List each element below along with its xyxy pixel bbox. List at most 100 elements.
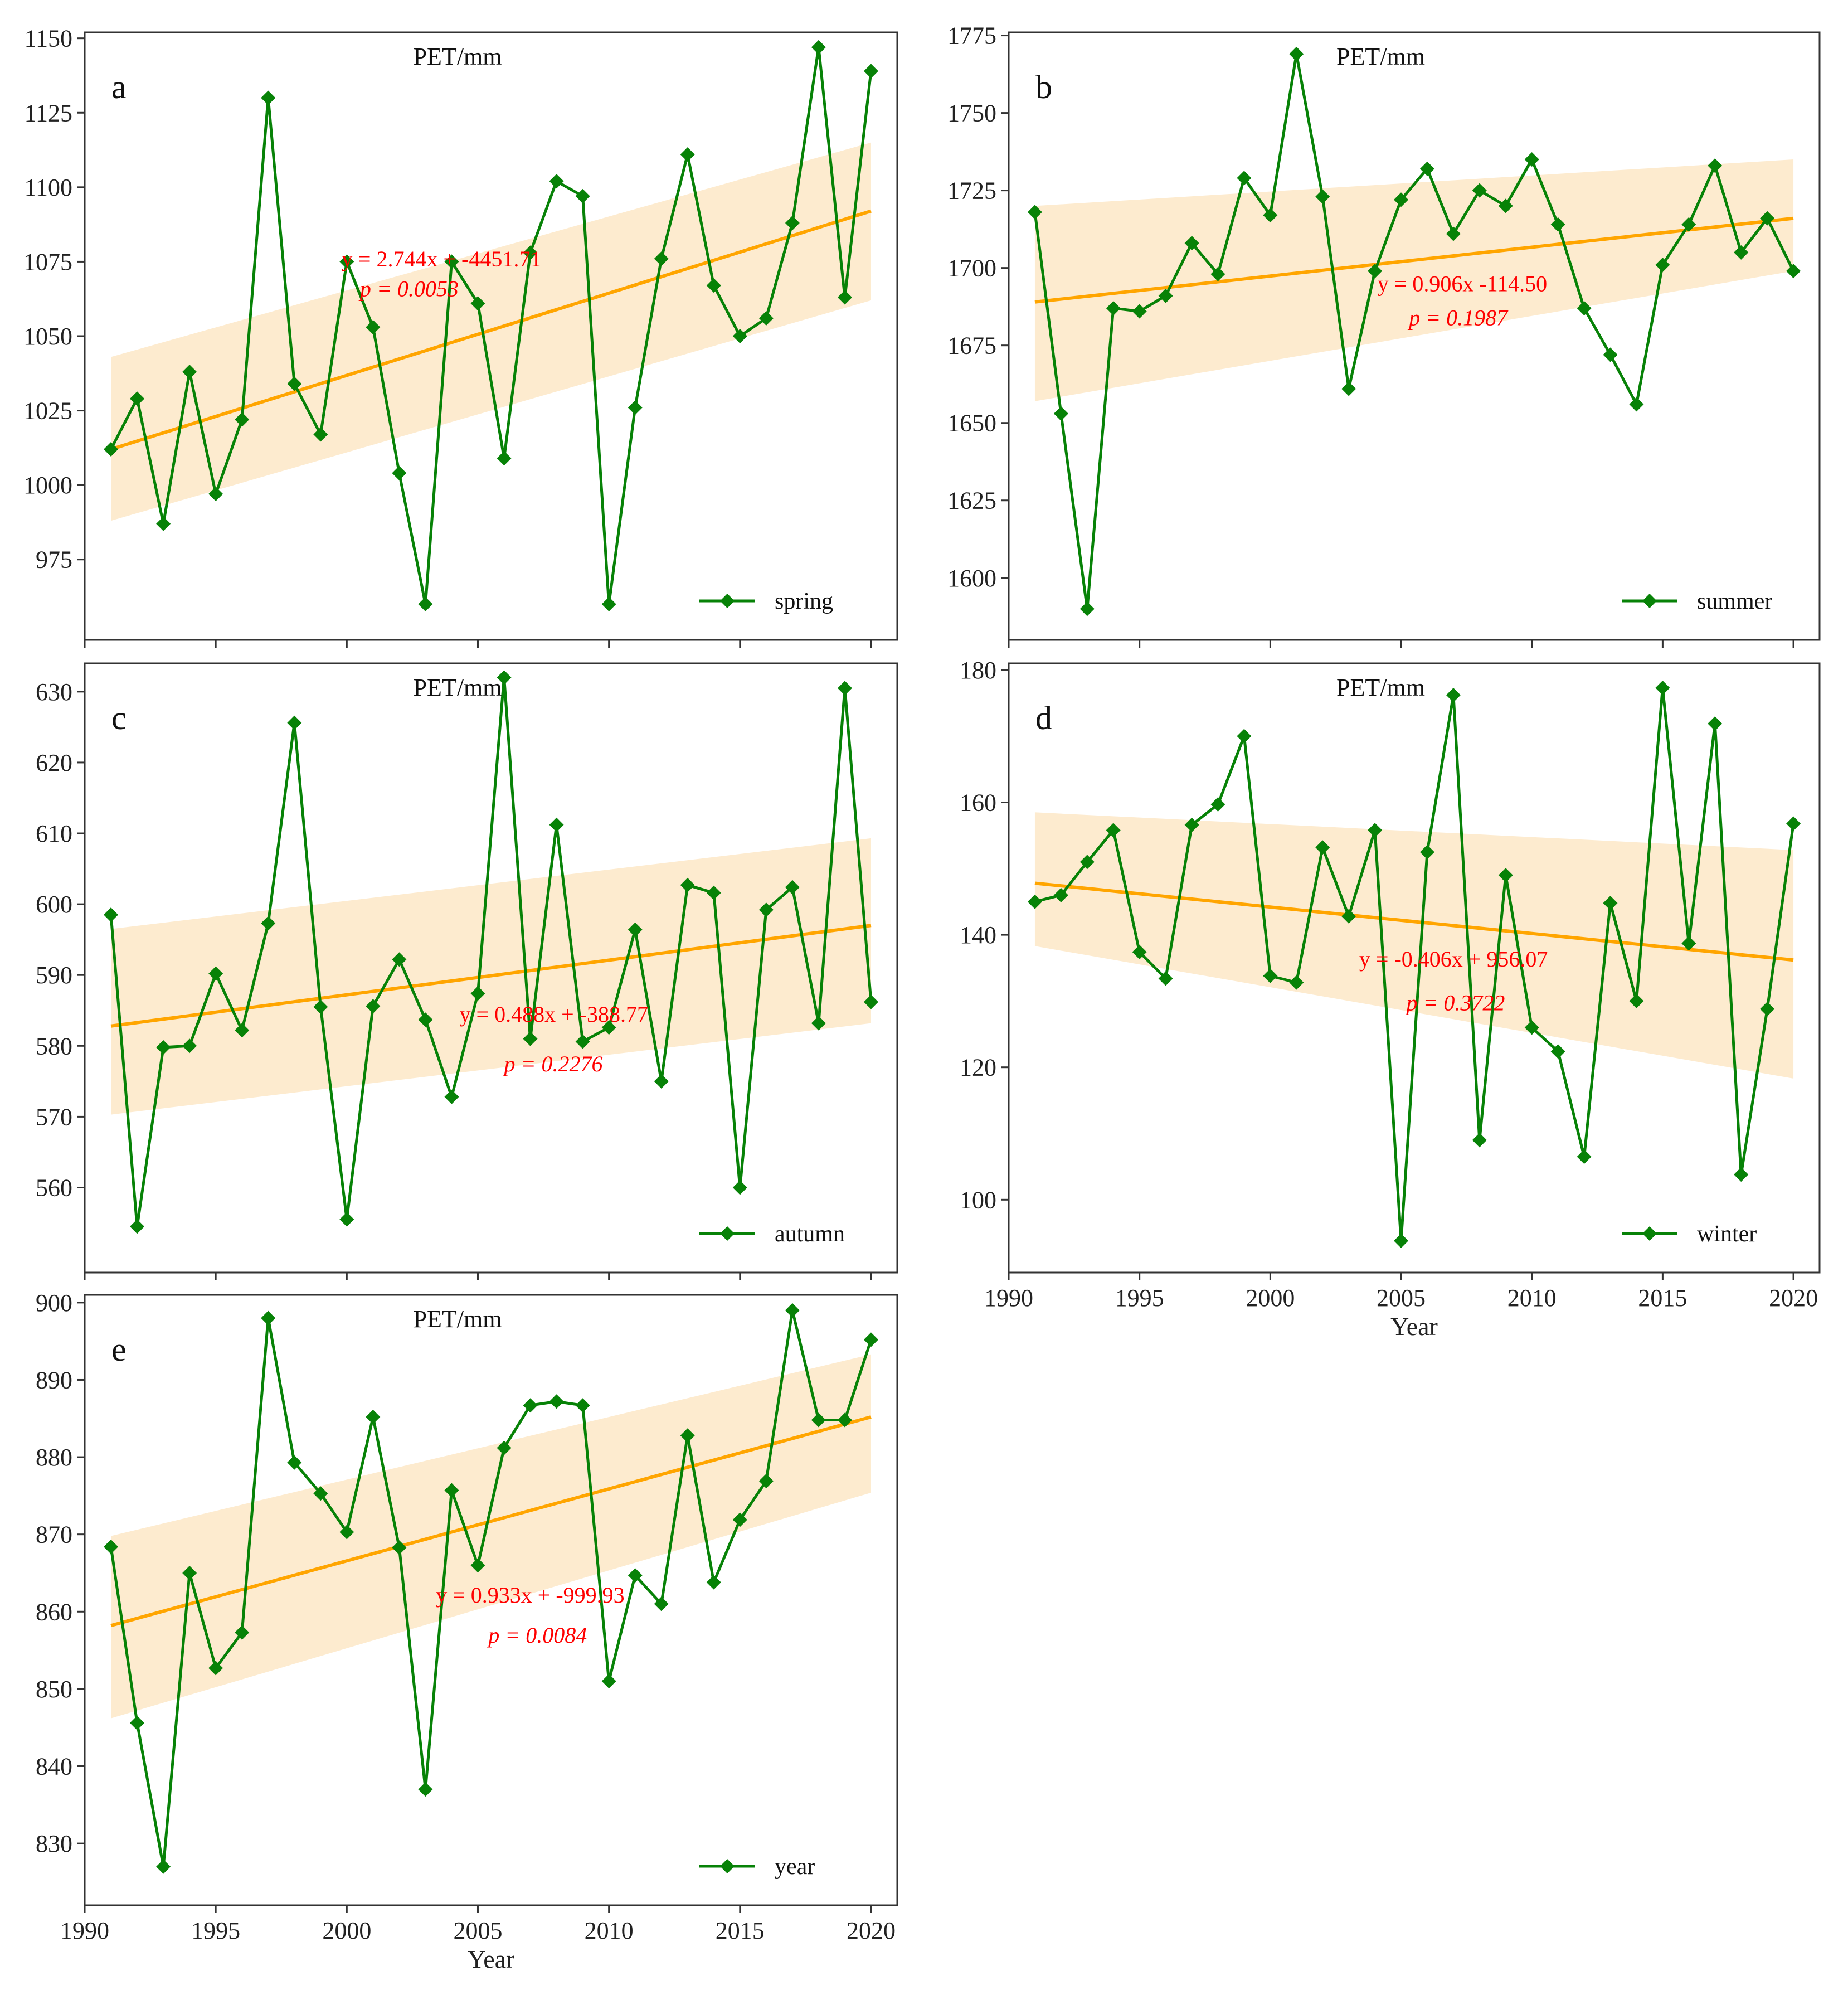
legend-label: spring [775, 589, 833, 614]
data-point [1655, 258, 1670, 273]
data-point [444, 1089, 459, 1104]
data-point [523, 245, 538, 260]
y-tick-label: 1700 [947, 255, 996, 282]
data-point [1629, 397, 1644, 412]
data-point [837, 681, 852, 696]
y-tick-label: 850 [36, 1676, 72, 1703]
data-point [1132, 944, 1147, 959]
p-value: p = 0.1987 [1407, 305, 1509, 331]
y-tick-label: 1675 [947, 332, 996, 360]
data-point [156, 1040, 171, 1055]
data-point [235, 412, 250, 427]
y-tick-label: 890 [36, 1366, 72, 1394]
x-axis-label: Year [468, 1945, 515, 1973]
data-point [1184, 236, 1199, 251]
legend-marker [1642, 594, 1657, 608]
data-point [1237, 171, 1252, 186]
data-point [366, 1410, 381, 1424]
plot-frame [84, 1294, 898, 1906]
data-point [1760, 1002, 1775, 1017]
regression-equation: y = 0.906x -114.50 [1378, 271, 1547, 296]
data-point [1106, 823, 1121, 838]
series-line [109, 676, 873, 1228]
y-tick-label: 1625 [947, 487, 996, 514]
data-point [1708, 158, 1723, 173]
data-point [418, 1782, 433, 1797]
y-tick-label: 870 [36, 1521, 72, 1549]
y-tick-label: 160 [960, 789, 996, 816]
data-point [732, 329, 747, 343]
data-point [208, 487, 223, 502]
data-point [470, 296, 485, 311]
x-tick-label: 1990 [60, 1917, 109, 1944]
data-point [1655, 680, 1670, 695]
panel-title: PET/mm [414, 674, 502, 701]
data-point [1368, 264, 1383, 279]
legend-marker [720, 1859, 735, 1873]
data-point [1079, 601, 1095, 617]
x-tick-label: 2015 [1638, 1284, 1687, 1312]
legend-label: year [775, 1854, 815, 1880]
data-point [1708, 716, 1723, 731]
data-point [366, 319, 381, 334]
data-point [1524, 1020, 1539, 1035]
y-tick-label: 570 [36, 1103, 72, 1130]
data-point [549, 817, 564, 832]
data-point [680, 147, 695, 162]
data-point [654, 1596, 669, 1611]
data-point [1472, 183, 1487, 198]
plot-frame [1008, 31, 1821, 641]
data-point [287, 376, 302, 391]
x-tick-label: 2020 [1769, 1284, 1818, 1312]
legend-marker [720, 594, 735, 608]
data-point [392, 465, 407, 480]
data-point [235, 1625, 250, 1640]
data-point [1498, 868, 1513, 883]
data-point [1158, 971, 1173, 986]
y-tick-label: 900 [36, 1289, 72, 1317]
y-tick-label: 830 [36, 1830, 72, 1857]
data-point [1079, 855, 1095, 870]
x-tick-label: 2000 [322, 1917, 371, 1944]
regression-equation: y = 0.933x + -999.93 [436, 1583, 624, 1608]
data-point [1394, 1233, 1409, 1248]
data-point [104, 442, 119, 457]
panel-title: PET/mm [414, 43, 502, 70]
y-tick-label: 600 [36, 891, 72, 918]
x-tick-label: 1990 [984, 1284, 1033, 1312]
panel-c: 560 570 580 590 600 610 620 630 PET/mm c autumn y =… [36, 662, 898, 1280]
data-point [601, 1020, 616, 1035]
data-point [339, 254, 354, 269]
data-point [732, 1512, 747, 1527]
data-point [654, 1074, 669, 1089]
data-point [811, 40, 826, 55]
data-point [497, 670, 512, 685]
data-point [156, 1859, 171, 1874]
data-point [339, 1525, 354, 1540]
data-point [758, 902, 774, 918]
data-point [575, 188, 590, 203]
x-axis-label: Year [1390, 1312, 1438, 1341]
data-point [130, 1219, 145, 1234]
x-tick-label: 1995 [1115, 1284, 1164, 1312]
regression-equation: y = 2.744x + -4451.71 [342, 246, 541, 271]
p-value: p = 0.0053 [358, 276, 459, 302]
data-point [706, 1575, 721, 1590]
data-point [1210, 797, 1225, 812]
data-point [1446, 688, 1461, 703]
data-point [575, 1034, 590, 1049]
data-point [680, 877, 695, 892]
data-point [1341, 381, 1356, 396]
y-tick-label: 1600 [947, 565, 996, 592]
y-tick-label: 590 [36, 962, 72, 989]
legend-label: winter [1697, 1221, 1757, 1247]
x-tick-label: 2015 [716, 1917, 765, 1944]
data-point [261, 90, 276, 105]
data-point [182, 365, 197, 380]
p-value: p = 0.2276 [503, 1051, 603, 1076]
data-point [1524, 152, 1539, 167]
y-tick-label: 1725 [947, 177, 996, 205]
legend-label: autumn [775, 1221, 845, 1247]
data-point [1681, 936, 1696, 951]
